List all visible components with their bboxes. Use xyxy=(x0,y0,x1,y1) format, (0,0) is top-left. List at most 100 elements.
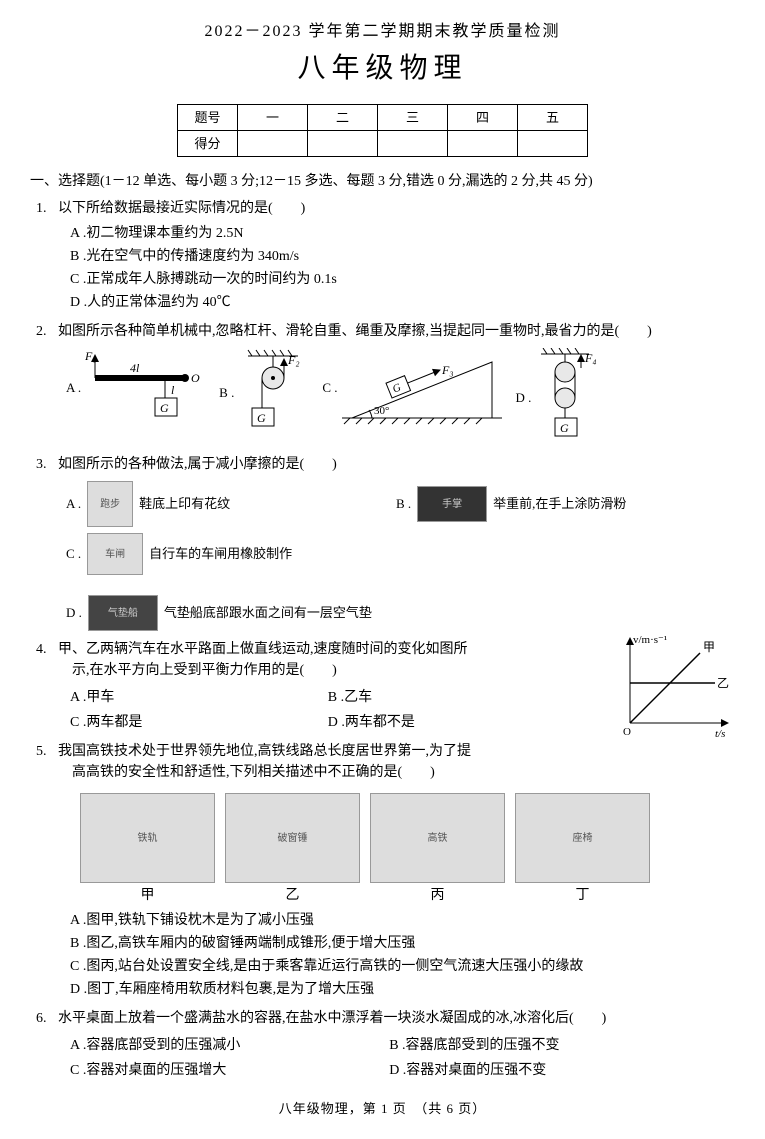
q6-D: D .容器对桌面的压强不变 xyxy=(389,1060,708,1081)
tackle-diagram: F₄ G xyxy=(535,348,605,448)
svg-text:F₄: F₄ xyxy=(584,351,597,365)
score-cell: 得分 xyxy=(178,131,238,157)
q4-choices: A .甲车 B .乙车 C .两车都是 D .两车都不是 xyxy=(70,685,607,735)
q5-img-jia-box: 铁轨 xyxy=(80,793,215,883)
q2-D: D . F₄ G xyxy=(516,348,606,448)
q5-img-bing-box: 高铁 xyxy=(370,793,505,883)
q3-A-text: 鞋底上印有花纹 xyxy=(139,494,230,514)
q5-stem1: 我国高铁技术处于世界领先地位,高铁线路总长度居世界第一,为了提 xyxy=(58,744,471,759)
q5-C: C .图丙,站台处设置安全线,是由于乘客靠近运行高铁的一侧空气流速大压强小的缘故 xyxy=(70,956,735,977)
q2-num: 2. xyxy=(36,321,47,342)
score-cell xyxy=(448,131,518,157)
q5-choices: A .图甲,铁轨下铺设枕木是为了减小压强 B .图乙,高铁车厢内的破窗锤两端制成… xyxy=(70,910,735,1000)
lever-diagram: O F₁ 4l l G xyxy=(85,348,205,428)
q2-A: A . O F₁ 4l l G xyxy=(66,348,205,428)
q6-num: 6. xyxy=(36,1008,47,1029)
q1-B: B .光在空气中的传播速度约为 340m/s xyxy=(70,246,735,267)
q3-B-img: 手掌 xyxy=(417,486,487,522)
score-cell xyxy=(378,131,448,157)
q2: 2. 如图所示各种简单机械中,忽略杠杆、滑轮自重、绳重及摩擦,当提起同一重物时,… xyxy=(58,321,735,342)
q3-D-label: D . xyxy=(66,603,82,623)
q5-img-yi: 破窗锤 乙 xyxy=(225,793,360,906)
q4-graph: v/m·s⁻¹ t/s 甲 乙 O xyxy=(615,633,735,743)
q3-stem: 如图所示的各种做法,属于减小摩擦的是( ) xyxy=(58,457,337,472)
q3-row1: A . 跑步 鞋底上印有花纹 B . 手掌 举重前,在手上涂防滑粉 xyxy=(66,481,735,527)
q3-num: 3. xyxy=(36,454,47,475)
score-cell xyxy=(238,131,308,157)
page-footer: 八年级物理，第 1 页 （共 6 页） xyxy=(30,1099,735,1119)
score-table: 题号 一 二 三 四 五 得分 xyxy=(177,104,588,157)
q3-B: B . 手掌 举重前,在手上涂防滑粉 xyxy=(396,486,706,522)
q1-C: C .正常成年人脉搏跳动一次的时间约为 0.1s xyxy=(70,269,735,290)
q2-C: C . 30° G F₃ xyxy=(322,348,501,428)
q5-images: 铁轨 甲 破窗锤 乙 高铁 丙 座椅 丁 xyxy=(80,793,735,906)
svg-text:O: O xyxy=(191,371,200,385)
q5-img-ding: 座椅 丁 xyxy=(515,793,650,906)
q3-A: A . 跑步 鞋底上印有花纹 xyxy=(66,481,376,527)
incline-diagram: 30° G F₃ xyxy=(342,348,502,428)
q3: 3. 如图所示的各种做法,属于减小摩擦的是( ) xyxy=(58,454,735,475)
svg-text:G: G xyxy=(560,421,569,435)
q5-stem2: 高高铁的安全性和舒适性,下列相关描述中不正确的是( ) xyxy=(72,765,435,780)
q1-num: 1. xyxy=(36,198,47,219)
svg-text:F₃: F₃ xyxy=(441,363,454,377)
score-cell: 四 xyxy=(448,105,518,131)
q6-choices: A .容器底部受到的压强减小 B .容器底部受到的压强不变 C .容器对桌面的压… xyxy=(70,1033,735,1083)
q2-B: B . F₂ G xyxy=(219,348,308,438)
q5-cap-bing: 丙 xyxy=(431,885,445,906)
q5-cap-ding: 丁 xyxy=(576,885,590,906)
svg-text:乙: 乙 xyxy=(717,676,729,690)
q3-A-label: A . xyxy=(66,494,81,514)
q2-stem: 如图所示各种简单机械中,忽略杠杆、滑轮自重、绳重及摩擦,当提起同一重物时,最省力… xyxy=(58,324,652,339)
score-cell: 一 xyxy=(238,105,308,131)
score-cell: 题号 xyxy=(178,105,238,131)
svg-text:O: O xyxy=(623,726,631,738)
q4-C: C .两车都是 xyxy=(70,712,328,733)
q4-stem1: 甲、乙两辆汽车在水平路面上做直线运动,速度随时间的变化如图所 xyxy=(58,642,468,657)
q2-figures: A . O F₁ 4l l G B . xyxy=(66,348,735,448)
q6: 6. 水平桌面上放着一个盛满盐水的容器,在盐水中漂浮着一块淡水凝固成的冰,冰溶化… xyxy=(58,1008,735,1029)
svg-text:G: G xyxy=(160,401,169,415)
svg-text:30°: 30° xyxy=(374,405,389,417)
q5-cap-yi: 乙 xyxy=(286,885,300,906)
q4-D: D .两车都不是 xyxy=(328,712,586,733)
section-title: 一、选择题(1－12 单选、每小题 3 分;12－15 多选、每题 3 分,错选… xyxy=(30,171,735,192)
q3-C-img: 车闸 xyxy=(87,533,143,575)
q2-C-label: C . xyxy=(322,378,337,398)
q1-A: A .初二物理课本重约为 2.5N xyxy=(70,223,735,244)
q4-A: A .甲车 xyxy=(70,687,328,708)
q3-D-img: 气垫船 xyxy=(88,595,158,631)
q2-B-label: B . xyxy=(219,383,234,403)
q6-stem: 水平桌面上放着一个盛满盐水的容器,在盐水中漂浮着一块淡水凝固成的冰,冰溶化后( … xyxy=(58,1011,606,1026)
q4-B: B .乙车 xyxy=(328,687,586,708)
q6-B: B .容器底部受到的压强不变 xyxy=(389,1035,708,1056)
q5-img-ding-box: 座椅 xyxy=(515,793,650,883)
q1: 1. 以下所给数据最接近实际情况的是( ) xyxy=(58,198,735,219)
q3-D-text: 气垫船底部跟水面之间有一层空气垫 xyxy=(164,603,372,623)
q3-B-text: 举重前,在手上涂防滑粉 xyxy=(493,494,626,514)
q3-D: D . 气垫船 气垫船底部跟水面之间有一层空气垫 xyxy=(66,595,406,631)
q5-img-jia: 铁轨 甲 xyxy=(80,793,215,906)
q3-row2: C . 车闸 自行车的车闸用橡胶制作 D . 气垫船 气垫船底部跟水面之间有一层… xyxy=(66,533,735,631)
header-title: 八年级物理 xyxy=(30,48,735,90)
header-year: 2022－2023 学年第二学期期末教学质量检测 xyxy=(30,20,735,44)
score-cell: 五 xyxy=(518,105,588,131)
svg-text:F₂: F₂ xyxy=(287,353,300,367)
q5-img-yi-box: 破窗锤 xyxy=(225,793,360,883)
q3-C: C . 车闸 自行车的车闸用橡胶制作 xyxy=(66,533,376,575)
q6-C: C .容器对桌面的压强增大 xyxy=(70,1060,389,1081)
svg-text:v/m·s⁻¹: v/m·s⁻¹ xyxy=(633,634,667,646)
q1-stem: 以下所给数据最接近实际情况的是( ) xyxy=(58,201,305,216)
svg-text:t/s: t/s xyxy=(715,728,725,740)
q2-D-label: D . xyxy=(516,388,532,408)
q4-stem2: 示,在水平方向上受到平衡力作用的是( ) xyxy=(72,663,337,678)
q5-D: D .图丁,车厢座椅用软质材料包裹,是为了增大压强 xyxy=(70,979,735,1000)
q4: 4. 甲、乙两辆汽车在水平路面上做直线运动,速度随时间的变化如图所 示,在水平方… xyxy=(58,639,607,681)
pulley-diagram: F₂ G xyxy=(238,348,308,438)
svg-text:4l: 4l xyxy=(130,361,140,375)
svg-text:G: G xyxy=(257,411,266,425)
q3-C-label: C . xyxy=(66,544,81,564)
svg-text:甲: 甲 xyxy=(703,640,715,654)
svg-text:G: G xyxy=(390,381,402,395)
score-cell xyxy=(518,131,588,157)
